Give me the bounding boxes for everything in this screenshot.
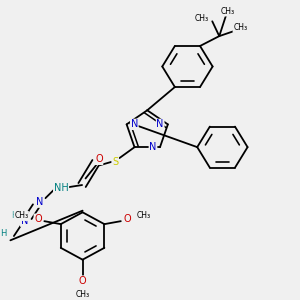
Text: N: N	[36, 197, 44, 207]
Text: NH: NH	[54, 183, 68, 193]
Text: N: N	[157, 119, 164, 129]
Text: CH₃: CH₃	[233, 23, 247, 32]
Text: N: N	[149, 142, 157, 152]
Text: CH₃: CH₃	[221, 7, 235, 16]
Text: CH₃: CH₃	[14, 212, 28, 220]
Text: CH₃: CH₃	[76, 290, 90, 299]
Text: O: O	[95, 154, 103, 164]
Text: CH₃: CH₃	[137, 212, 151, 220]
Text: O: O	[79, 276, 86, 286]
Text: S: S	[112, 157, 118, 167]
Text: N: N	[21, 216, 28, 226]
Text: N: N	[130, 119, 138, 129]
Text: O: O	[123, 214, 131, 224]
Text: H: H	[0, 229, 7, 238]
Text: H: H	[11, 211, 18, 220]
Text: CH₃: CH₃	[195, 14, 209, 22]
Text: O: O	[34, 214, 42, 224]
